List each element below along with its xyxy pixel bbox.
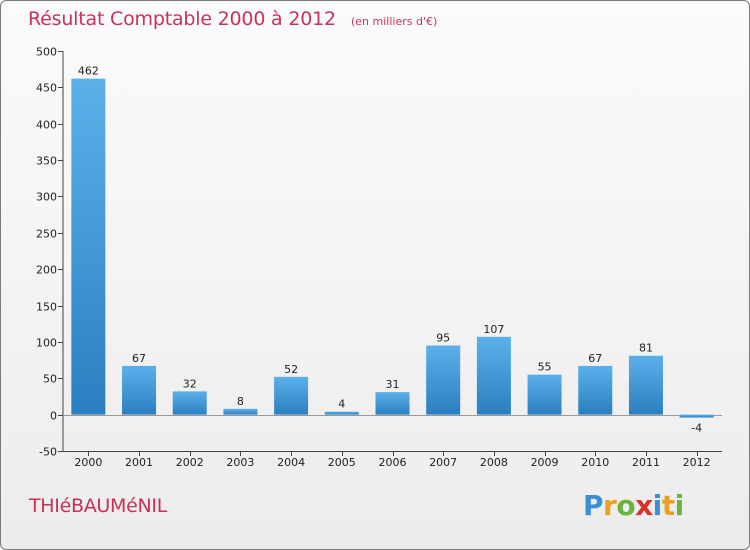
y-tick-label: 0 <box>50 410 57 423</box>
proxiti-logo: Proxiti <box>583 489 684 522</box>
x-tick-label: 2011 <box>632 456 660 469</box>
chart-title: Résultat Comptable 2000 à 2012 <box>28 8 336 30</box>
bar-value-label: 31 <box>386 378 400 391</box>
y-axis: -50 0 50 100 150 200 250 300 350 400 450 500 <box>36 46 64 459</box>
bar <box>274 376 309 415</box>
x-tick-label: 2000 <box>74 456 102 469</box>
brand-letter: t <box>661 489 675 522</box>
x-tick-label: 2003 <box>226 456 254 469</box>
bar <box>426 345 461 415</box>
bar <box>578 365 613 415</box>
y-tick-label: 250 <box>36 228 57 241</box>
y-tick-label: 300 <box>36 191 57 204</box>
bar-value-label: 462 <box>78 65 99 78</box>
bar <box>375 392 410 415</box>
bar <box>679 414 714 418</box>
brand-letter: P <box>583 489 604 522</box>
bar <box>223 408 258 415</box>
unit-note: (en milliers d'€) <box>350 15 438 28</box>
y-tick-label: 400 <box>36 119 57 132</box>
title-row: Résultat Comptable 2000 à 2012 (en milli… <box>28 8 437 30</box>
x-tick-label: 2010 <box>581 456 609 469</box>
bar <box>71 78 106 415</box>
bar-value-label: 67 <box>588 352 602 365</box>
x-tick-label: 2004 <box>277 456 305 469</box>
x-tick-label: 2002 <box>176 456 204 469</box>
bar-value-label: 52 <box>284 363 298 376</box>
bar-value-label: 4 <box>338 398 345 411</box>
bar-value-label: 55 <box>538 361 552 374</box>
x-tick-label: 2008 <box>480 456 508 469</box>
bar-value-label: 32 <box>183 377 197 390</box>
bar-value-label: 81 <box>639 342 653 355</box>
x-tick-label: 2001 <box>125 456 153 469</box>
bar <box>172 391 207 415</box>
place-name: THIéBAUMéNIL <box>29 495 168 517</box>
bar <box>122 365 157 415</box>
bar <box>628 355 663 415</box>
brand-letter: i <box>652 489 663 522</box>
brand-letter: i <box>674 489 685 522</box>
bars: 462 67 32 8 52 4 31 95 107 55 67 81 -4 <box>71 65 714 435</box>
y-tick-label: 50 <box>43 373 57 386</box>
x-tick-label: 2007 <box>429 456 457 469</box>
bar <box>324 411 359 415</box>
y-tick-label: 450 <box>36 82 57 95</box>
brand-letter: r <box>603 489 617 522</box>
x-axis: 2000 2001 2002 2003 2004 2005 2006 2007 2008 2009… <box>63 415 722 469</box>
y-tick-label: 150 <box>36 301 57 314</box>
y-tick-label: 100 <box>36 337 57 350</box>
x-tick-label: 2012 <box>683 456 711 469</box>
bar-value-label: 67 <box>132 352 146 365</box>
x-tick-label: 2009 <box>531 456 559 469</box>
x-tick-label: 2005 <box>328 456 356 469</box>
bar <box>527 374 562 415</box>
y-tick-label: 350 <box>36 155 57 168</box>
y-tick-label: -50 <box>39 446 57 459</box>
brand-letter: x <box>635 489 653 522</box>
y-tick-label: 200 <box>36 264 57 277</box>
bar-value-label: 95 <box>436 332 450 345</box>
x-tick-label: 2006 <box>379 456 407 469</box>
y-tick-label: 500 <box>36 46 57 59</box>
bar-value-label: -4 <box>691 422 702 435</box>
bar-value-label: 107 <box>483 323 504 336</box>
bar <box>476 336 511 415</box>
brand-letter: o <box>616 489 636 522</box>
bar-value-label: 8 <box>237 395 244 408</box>
